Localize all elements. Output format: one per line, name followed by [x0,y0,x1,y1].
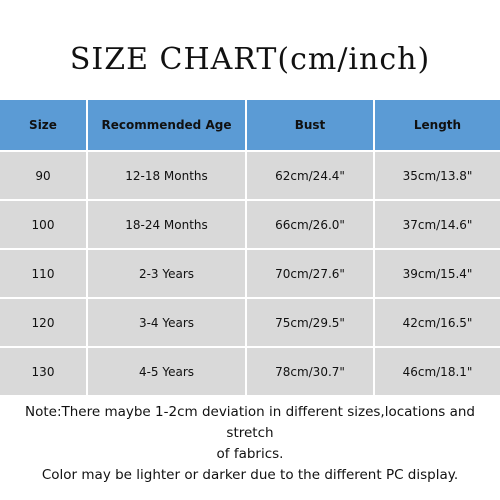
table-cell: 12-18 Months [88,150,247,199]
table-body: 90 12-18 Months 62cm/24.4" 35cm/13.8" 100 18-… [0,150,500,395]
note-line: Note:There maybe 1-2cm deviation in diff… [24,404,475,441]
header-cell: Recommended Age [88,100,247,150]
table-cell: 66cm/26.0" [247,199,375,248]
table-cell: 3-4 Years [88,297,247,346]
table-cell: 90 [0,150,88,199]
table-row: 120 3-4 Years 75cm/29.5" 42cm/16.5" [0,297,500,346]
note: Note:There maybe 1-2cm deviation in diff… [0,402,500,486]
table-cell: 2-3 Years [88,248,247,297]
table-cell: 120 [0,297,88,346]
table-cell: 62cm/24.4" [247,150,375,199]
table-cell: 70cm/27.6" [247,248,375,297]
table-cell: 18-24 Months [88,199,247,248]
table-cell: 110 [0,248,88,297]
table-cell: 37cm/14.6" [375,199,500,248]
table-cell: 75cm/29.5" [247,297,375,346]
header-row: Size Recommended Age Bust Length [0,100,500,150]
table-cell: 130 [0,346,88,395]
table-cell: 42cm/16.5" [375,297,500,346]
table-row: 130 4-5 Years 78cm/30.7" 46cm/18.1" [0,346,500,395]
note-line: Color may be lighter or darker due to th… [41,467,459,483]
note-line: of fabrics. [216,446,284,462]
table-row: 110 2-3 Years 70cm/27.6" 39cm/15.4" [0,248,500,297]
table-cell: 46cm/18.1" [375,346,500,395]
table-cell: 39cm/15.4" [375,248,500,297]
size-table: Size Recommended Age Bust Length 90 12-18 Mo… [0,100,500,395]
table-cell: 100 [0,199,88,248]
header-cell: Bust [247,100,375,150]
table-row: 100 18-24 Months 66cm/26.0" 37cm/14.6" [0,199,500,248]
header-cell: Size [0,100,88,150]
title: SIZE CHART(cm/inch) [69,42,431,77]
table-cell: 78cm/30.7" [247,346,375,395]
table-cell: 4-5 Years [88,346,247,395]
table-row: 90 12-18 Months 62cm/24.4" 35cm/13.8" [0,150,500,199]
table-cell: 35cm/13.8" [375,150,500,199]
header-cell: Length [375,100,500,150]
